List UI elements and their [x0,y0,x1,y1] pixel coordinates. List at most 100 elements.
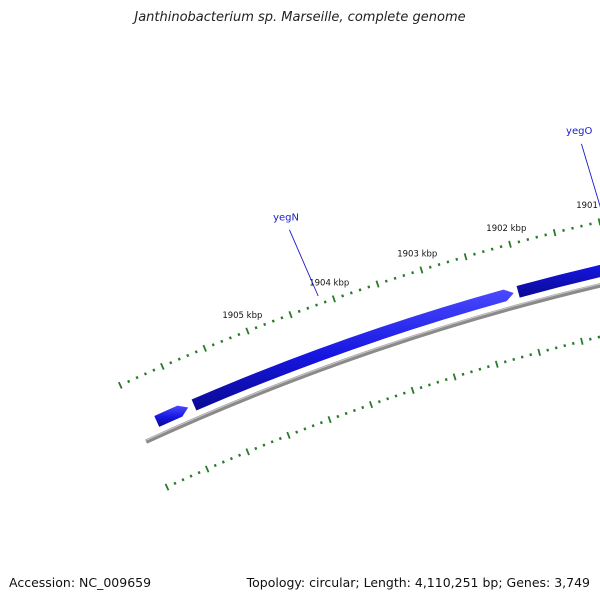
outer-minor-tick [499,245,503,249]
inner-minor-tick [444,377,448,382]
inner-minor-tick [554,346,558,350]
outer-minor-tick [349,291,353,295]
inner-minor-tick [278,436,282,441]
inner-minor-tick [303,427,307,431]
outer-minor-tick [306,306,310,310]
inner-minor-tick [588,337,592,341]
outer-half-kbp-tick [375,280,380,288]
outer-minor-tick [402,273,406,278]
inner-minor-tick [221,460,225,464]
inner-minor-tick [213,463,217,468]
inner-minor-tick [470,370,473,374]
inner-minor-tick [229,456,233,461]
outer-half-kbp-tick [202,344,207,352]
inner-minor-tick [377,400,381,404]
outer-minor-tick [237,332,241,337]
accession-text: Accession: NC_009659 [9,575,152,590]
tick-layer [117,218,600,491]
outer-minor-tick [186,353,190,358]
inner-kbp-tick [204,465,210,473]
inner-minor-tick [427,383,431,387]
outer-minor-tick [135,375,139,380]
inner-minor-tick [181,478,185,482]
inner-half-kbp-tick [327,415,332,424]
outer-minor-tick [315,303,318,307]
inner-half-kbp-tick [245,448,250,456]
kbp-tick-label: 1903 kbp [397,250,437,260]
inner-minor-tick [597,335,600,339]
gene-label-yegN: yegN [273,212,299,223]
outer-minor-tick [393,276,397,280]
outer-minor-tick [280,316,284,320]
inner-minor-tick [319,421,323,425]
inner-half-kbp-tick [494,360,499,368]
inner-minor-tick [529,353,533,357]
inner-minor-tick [238,453,242,457]
inner-minor-tick [571,341,575,345]
outer-kbp-tick [508,240,512,248]
inner-minor-tick [344,411,348,416]
gene-arrow-gene-a [154,405,189,427]
inner-minor-tick [546,348,550,352]
outer-minor-tick [323,300,327,304]
outer-half-kbp-tick [463,253,468,261]
kbp-tick-label: 1901 kbp [576,201,600,211]
inner-kbp-tick [369,400,374,409]
outer-half-kbp-tick [288,311,293,319]
inner-minor-tick [486,365,490,369]
outer-kbp-tick [160,362,165,370]
outer-minor-tick [169,361,173,365]
label-layer: 1905 kbp 1904 kbp 1903 kbp 1902 kbp 1901 kbp… [222,126,600,321]
outer-kbp-tick [331,295,336,303]
outer-kbp-tick [419,266,424,274]
outer-minor-tick [297,309,301,314]
inner-half-kbp-tick [410,386,415,394]
backbone-highlight [145,283,600,441]
inner-minor-tick [402,391,406,395]
outer-minor-tick [228,336,232,340]
inner-minor-tick [189,474,193,478]
outer-minor-tick [428,265,432,269]
outer-minor-tick [211,343,215,347]
outer-minor-tick [481,250,485,254]
outer-minor-tick [220,339,224,343]
outer-minor-tick [127,379,131,384]
inner-minor-tick [336,414,340,419]
inner-minor-tick [520,355,524,359]
outer-half-kbp-tick [117,381,123,389]
outer-minor-tick [254,326,258,330]
outer-minor-tick [152,368,156,372]
outer-minor-tick [358,288,362,292]
outer-minor-tick [194,350,198,354]
inner-minor-tick [270,440,274,444]
outer-minor-tick [517,240,521,244]
gene-arrow-yegO [516,264,600,298]
inner-minor-tick [461,372,465,376]
inner-kbp-tick [537,348,541,357]
outer-minor-tick [535,235,539,239]
inner-minor-tick [478,367,482,371]
inner-minor-tick [262,443,266,447]
inner-minor-tick [512,357,516,361]
outer-minor-tick [562,228,565,232]
inner-minor-tick [503,360,507,364]
inner-minor-tick [254,446,258,451]
outer-minor-tick [341,294,345,298]
gene-label-leader [580,143,600,208]
outer-minor-tick [526,237,530,242]
outer-minor-tick [571,226,574,230]
gene-label-leader [289,229,319,297]
kbp-tick-label: 1904 kbp [309,279,349,289]
kbp-tick-label: 1902 kbp [486,224,526,234]
inner-minor-tick [386,397,390,401]
inner-minor-tick [563,344,567,348]
inner-minor-tick [419,386,423,390]
backbone-arc [145,283,600,444]
inner-minor-tick [173,481,177,486]
inner-minor-tick [295,430,299,434]
outer-minor-tick [544,233,548,237]
backbone-layer [145,283,600,444]
inner-minor-tick [352,408,356,413]
